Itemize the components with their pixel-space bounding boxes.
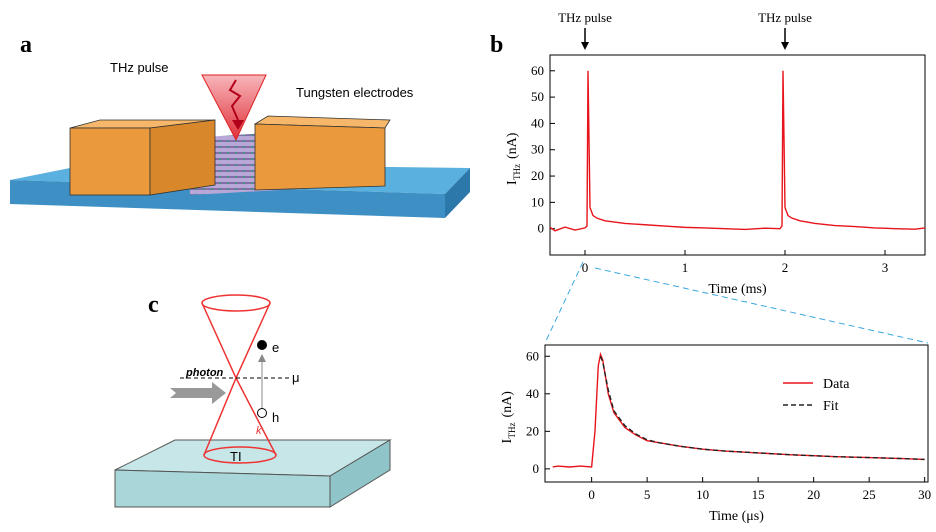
hole [257, 408, 267, 418]
series-line [549, 70, 926, 232]
electrode-front [254, 123, 386, 191]
x-tick-label: 20 [807, 487, 820, 502]
y-tick-label: 0 [533, 461, 540, 476]
lower-cone [203, 377, 277, 456]
x-axis-label: Time (μs) [709, 509, 764, 524]
y-tick-label: 40 [526, 386, 539, 401]
x-tick-label: 30 [918, 487, 931, 502]
panel-label: b [490, 32, 503, 58]
photon-label: photon [185, 367, 224, 379]
y-tick-label: 50 [531, 89, 544, 104]
photon-arrow [170, 382, 226, 404]
y-label-unit: (nA) [500, 391, 515, 418]
legend-label: Data [823, 377, 850, 392]
x-tick-label: 5 [644, 487, 651, 502]
electron [257, 340, 267, 350]
substrate-side [445, 168, 470, 218]
y-tick-label: 20 [526, 423, 539, 438]
series-line [552, 351, 925, 468]
arrow-head [232, 120, 244, 130]
cone-rim [203, 446, 277, 464]
y-label-sub: THz [507, 423, 517, 439]
x-tick-label: 0 [582, 260, 589, 275]
electrode-front [69, 127, 151, 196]
slab-front [114, 469, 331, 508]
panel-label: a [20, 32, 32, 58]
thz-beam [201, 74, 267, 142]
x-tick-label: 0 [588, 487, 595, 502]
zoom-lines [544, 261, 929, 344]
y-tick-label: 30 [531, 142, 544, 157]
cone-rim [201, 294, 271, 312]
y-tick-label: 20 [531, 168, 544, 183]
k-label: k [256, 425, 262, 437]
annotation: THz pulse [558, 10, 612, 25]
y-label-main: I [505, 180, 520, 185]
plot-frame [549, 54, 926, 256]
panel-a: a THz pulse Tungsten electrodes [10, 32, 470, 218]
ti-label: TI [230, 449, 242, 464]
y-label-sub: THz [512, 164, 522, 180]
panel-c: c photon e h μ k TI [114, 292, 392, 508]
x-tick-label: 15 [752, 487, 765, 502]
x-tick-label: 3 [882, 260, 889, 275]
plot-frame [544, 344, 929, 483]
electrode-label: Tungsten electrodes [296, 85, 414, 100]
y-label-unit: (nA) [505, 132, 520, 159]
x-tick-label: 10 [696, 487, 709, 502]
y-tick-label: 40 [531, 115, 544, 130]
wave [228, 79, 242, 121]
mu-label: μ [292, 370, 300, 385]
x-tick-label: 25 [863, 487, 876, 502]
pulse-label: THz pulse [110, 60, 169, 75]
electrode-side [149, 119, 216, 196]
panel-label: c [148, 292, 159, 318]
hole-label: h [272, 410, 279, 425]
annotation: THz pulse [758, 10, 812, 25]
x-axis-label: Time (ms) [708, 282, 767, 297]
arrow-head [258, 354, 266, 362]
legend-label: Fit [823, 399, 839, 414]
arrow-head [581, 42, 589, 50]
series-line [599, 356, 925, 461]
x-tick-label: 2 [782, 260, 789, 275]
y-tick-label: 10 [531, 194, 544, 209]
electron-label: e [272, 340, 279, 355]
y-tick-label: 0 [538, 221, 545, 236]
y-label-main: I [500, 439, 515, 444]
slab-side [329, 439, 391, 508]
y-tick-label: 60 [526, 348, 539, 363]
arrow-head [781, 42, 789, 50]
y-tick-label: 60 [531, 63, 544, 78]
x-tick-label: 1 [682, 260, 689, 275]
